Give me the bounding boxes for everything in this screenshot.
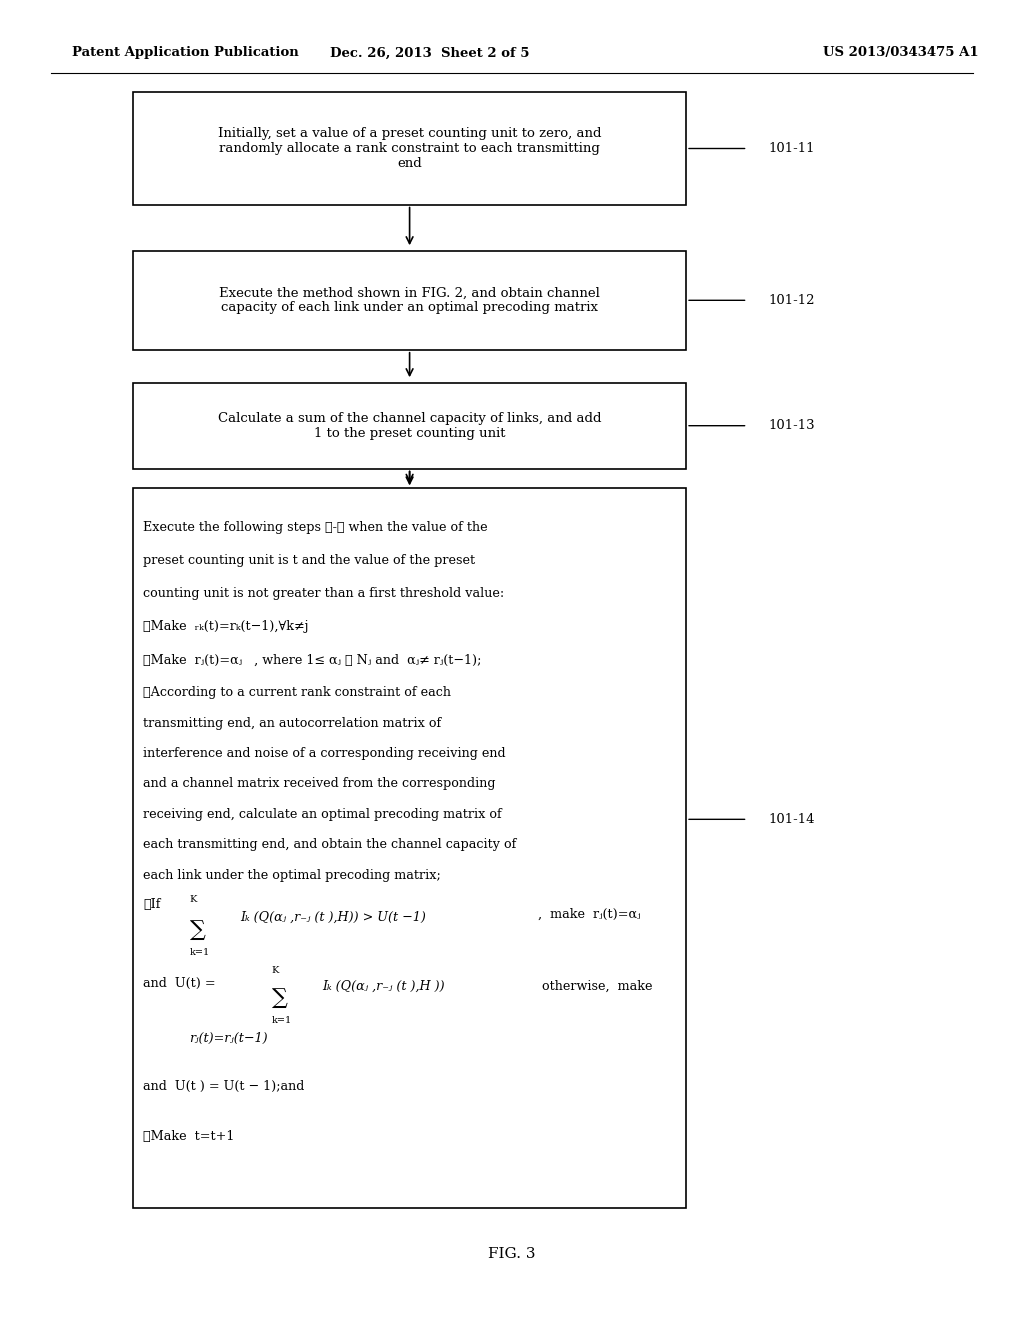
Text: 101-13: 101-13 [768,420,815,432]
Text: FIG. 3: FIG. 3 [488,1247,536,1261]
Text: ④If: ④If [143,898,161,911]
Text: and  U(t ) = U(t − 1);and: and U(t ) = U(t − 1);and [143,1080,305,1093]
Text: and a channel matrix received from the corresponding: and a channel matrix received from the c… [143,777,496,791]
Text: interference and noise of a corresponding receiving end: interference and noise of a correspondin… [143,747,506,760]
Text: Execute the following steps ①-⑤ when the value of the: Execute the following steps ①-⑤ when the… [143,521,488,535]
FancyBboxPatch shape [133,383,686,469]
Text: k=1: k=1 [271,1016,292,1026]
Text: US 2013/0343475 A1: US 2013/0343475 A1 [823,46,979,59]
Text: ②Make  rⱼ(t)=αⱼ   , where 1≤ αⱼ ≦ Nⱼ and  αⱼ≠ rⱼ(t−1);: ②Make rⱼ(t)=αⱼ , where 1≤ αⱼ ≦ Nⱼ and αⱼ… [143,653,481,667]
Text: K: K [189,895,197,904]
Text: ∑: ∑ [271,987,288,1010]
Text: Calculate a sum of the channel capacity of links, and add
1 to the preset counti: Calculate a sum of the channel capacity … [218,412,601,440]
Text: Iₖ (Q(αⱼ ,r₋ⱼ (t ),H)) > U(t −1): Iₖ (Q(αⱼ ,r₋ⱼ (t ),H)) > U(t −1) [241,911,427,924]
Text: and  U(t) =: and U(t) = [143,977,216,990]
Text: 101-12: 101-12 [768,294,814,306]
Text: each link under the optimal precoding matrix;: each link under the optimal precoding ma… [143,869,441,882]
FancyBboxPatch shape [133,488,686,1208]
Text: otherwise,  make: otherwise, make [538,979,652,993]
Text: Iₖ (Q(αⱼ ,r₋ⱼ (t ),H )): Iₖ (Q(αⱼ ,r₋ⱼ (t ),H )) [323,979,445,993]
FancyBboxPatch shape [133,92,686,205]
Text: ③According to a current rank constraint of each: ③According to a current rank constraint … [143,686,452,700]
Text: K: K [271,966,279,975]
Text: rⱼ(t)=rⱼ(t−1): rⱼ(t)=rⱼ(t−1) [189,1032,268,1045]
Text: k=1: k=1 [189,948,210,957]
Text: counting unit is not greater than a first threshold value:: counting unit is not greater than a firs… [143,587,505,601]
Text: 101-11: 101-11 [768,143,814,154]
Text: preset counting unit is t and the value of the preset: preset counting unit is t and the value … [143,554,475,568]
Text: ,  make  rⱼ(t)=αⱼ: , make rⱼ(t)=αⱼ [538,908,640,921]
Text: Dec. 26, 2013  Sheet 2 of 5: Dec. 26, 2013 Sheet 2 of 5 [331,46,529,59]
Text: each transmitting end, and obtain the channel capacity of: each transmitting end, and obtain the ch… [143,838,517,851]
Text: receiving end, calculate an optimal precoding matrix of: receiving end, calculate an optimal prec… [143,808,502,821]
Text: ⑤Make  t=t+1: ⑤Make t=t+1 [143,1130,234,1143]
Text: 101-14: 101-14 [768,813,814,826]
Text: Initially, set a value of a preset counting unit to zero, and
randomly allocate : Initially, set a value of a preset count… [218,127,601,170]
Text: Execute the method shown in FIG. 2, and obtain channel
capacity of each link und: Execute the method shown in FIG. 2, and … [219,286,600,314]
Text: ∑: ∑ [189,919,206,941]
Text: transmitting end, an autocorrelation matrix of: transmitting end, an autocorrelation mat… [143,717,441,730]
Text: Patent Application Publication: Patent Application Publication [72,46,298,59]
FancyBboxPatch shape [133,251,686,350]
Text: ①Make  ᵣₖ(t)=rₖ(t−1),∀k≠j: ①Make ᵣₖ(t)=rₖ(t−1),∀k≠j [143,620,309,634]
